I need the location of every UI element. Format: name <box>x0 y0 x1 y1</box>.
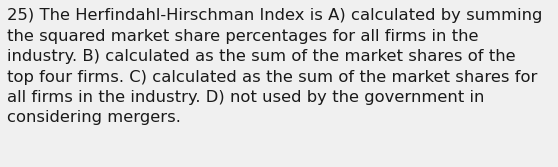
Text: 25) The Herfindahl-Hirschman Index is A) calculated by summing
the squared marke: 25) The Herfindahl-Hirschman Index is A)… <box>7 8 542 125</box>
